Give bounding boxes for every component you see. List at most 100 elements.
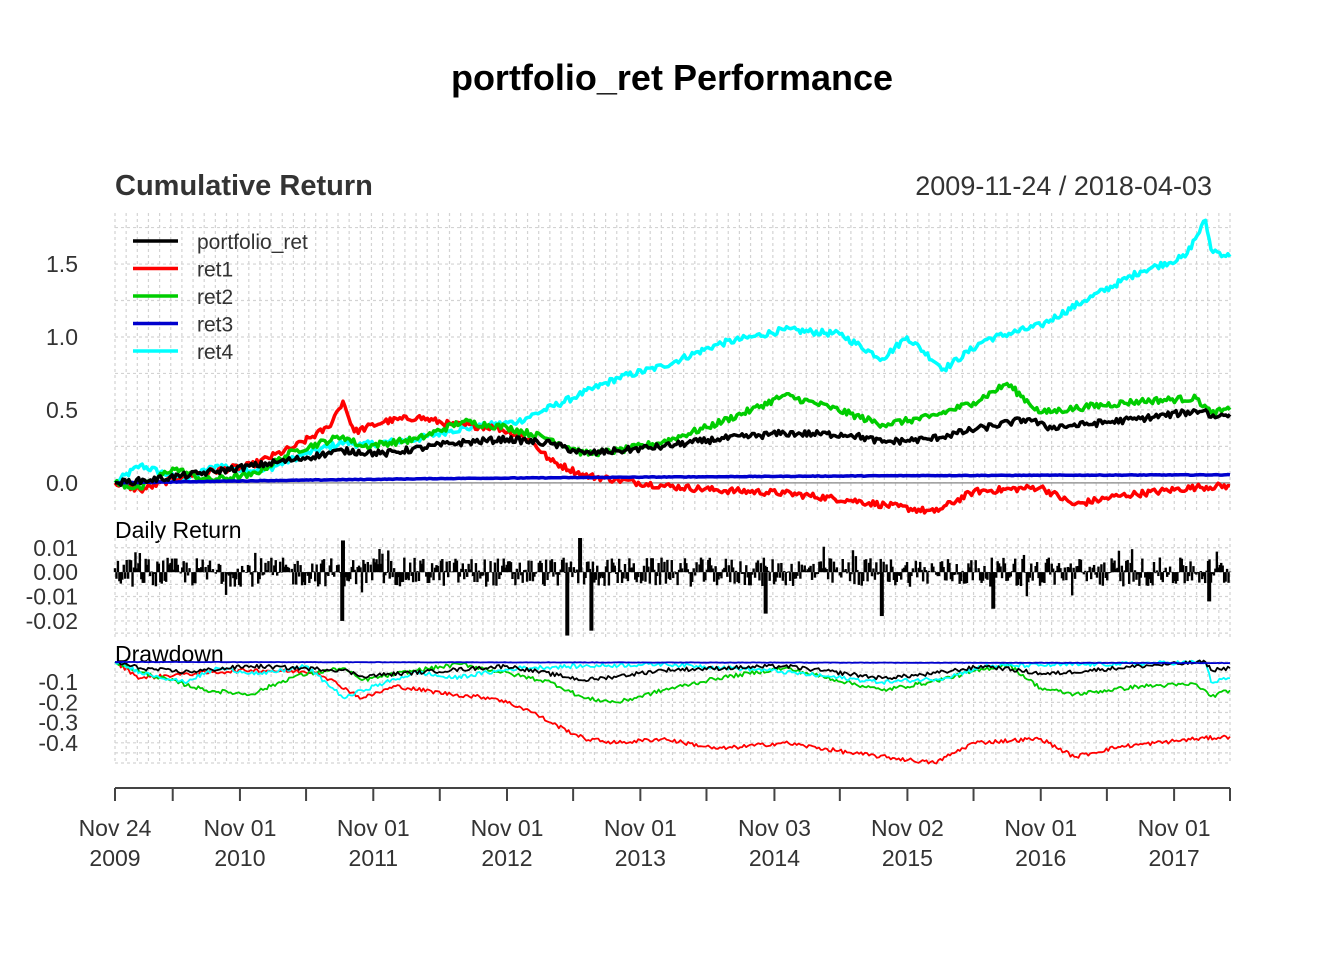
- daily-return-bar: [1146, 572, 1150, 586]
- daily-return-bar: [897, 572, 900, 576]
- daily-return-bar: [984, 572, 988, 579]
- daily-return-bar: [544, 559, 548, 573]
- daily-return-bar: [525, 572, 529, 582]
- daily-return-bar: [407, 572, 410, 581]
- daily-return-bar: [264, 562, 267, 573]
- daily-return-bar: [771, 559, 774, 573]
- daily-return-bar: [845, 572, 849, 574]
- daily-return-bar: [373, 562, 377, 573]
- daily-return-bar: [952, 572, 956, 576]
- panel-daily: 0.010.00-0.01-0.02: [26, 535, 1231, 638]
- daily-return-bar: [730, 559, 733, 573]
- daily-return-bar: [278, 561, 282, 573]
- daily-return-bar: [866, 572, 869, 582]
- daily-return-bar: [118, 572, 121, 582]
- daily-return-bar: [832, 561, 836, 573]
- daily-return-bar: [426, 572, 429, 584]
- daily-return-bar: [359, 567, 362, 573]
- daily-return-bar: [945, 572, 948, 581]
- daily-return-bar: [986, 572, 989, 580]
- daily-return-bar: [902, 567, 906, 573]
- daily-return-bar: [742, 572, 745, 574]
- y-tick-label: 1.0: [46, 324, 78, 350]
- daily-return-bar: [936, 572, 939, 577]
- daily-return-bar: [604, 566, 608, 573]
- daily-return-bar: [838, 572, 842, 576]
- x-tick-year-label: 2011: [349, 845, 398, 871]
- daily-return-bar: [1155, 570, 1159, 573]
- daily-return-bar: [1168, 566, 1172, 573]
- daily-return-bar: [391, 572, 394, 578]
- daily-return-bar: [1088, 566, 1091, 573]
- daily-return-bar: [131, 572, 134, 587]
- daily-return-bar: [720, 572, 723, 579]
- daily-return-bar: [711, 568, 714, 573]
- legend: portfolio_ret ret1 ret2 ret3 ret4: [133, 231, 308, 364]
- daily-return-bar: [356, 567, 359, 573]
- daily-return-bar: [1179, 557, 1182, 573]
- daily-return-bar: [185, 562, 188, 573]
- daily-return-bar: [1037, 572, 1040, 579]
- daily-return-bar: [737, 572, 741, 584]
- daily-return-bar: [764, 565, 767, 573]
- daily-return-bar: [293, 563, 296, 573]
- daily-return-bar: [1059, 568, 1062, 573]
- daily-return-bar: [273, 565, 276, 573]
- daily-return-bar: [879, 558, 882, 573]
- x-tick-label: Nov 02: [871, 815, 944, 841]
- daily-return-bar: [406, 572, 409, 579]
- daily-return-bar: [1224, 572, 1227, 582]
- daily-return-bar: [385, 572, 389, 573]
- daily-return-bar: [882, 561, 885, 573]
- daily-return-bar: [147, 559, 150, 573]
- daily-return-bar: [395, 572, 399, 586]
- daily-return-bar: [942, 567, 945, 573]
- daily-return-bar: [1041, 572, 1045, 583]
- daily-return-bar: [749, 572, 752, 586]
- daily-return-bar: [1203, 572, 1207, 584]
- legend-label-ret1: ret1: [197, 259, 233, 282]
- daily-return-bar: [259, 558, 263, 573]
- daily-return-bar: [505, 564, 508, 573]
- daily-return-bar: [1225, 568, 1229, 573]
- panel-title-drawdown: Drawdown: [115, 641, 224, 667]
- daily-return-bar: [806, 569, 809, 573]
- daily-return-bar: [1182, 565, 1185, 573]
- daily-return-bar: [596, 565, 599, 573]
- daily-return-bar: [1167, 572, 1170, 575]
- daily-return-bar: [555, 572, 558, 575]
- daily-return-bar: [236, 568, 239, 573]
- daily-return-bar: [625, 572, 628, 579]
- daily-return-bar: [940, 561, 944, 573]
- daily-return-bar: [717, 572, 720, 580]
- daily-return-bar: [783, 570, 786, 573]
- daily-return-bar: [311, 563, 314, 573]
- daily-return-bar: [755, 562, 758, 573]
- daily-return-bar: [748, 572, 751, 586]
- daily-return-bar: [508, 561, 511, 573]
- daily-return-bar: [1027, 572, 1030, 583]
- daily-return-bar: [787, 571, 790, 573]
- daily-return-bar: [967, 563, 970, 573]
- daily-return-bar: [756, 560, 760, 573]
- daily-return-bar: [790, 563, 793, 573]
- daily-return-bar: [210, 571, 213, 573]
- daily-return-bar: [148, 572, 152, 577]
- daily-return-bar: [1227, 572, 1230, 583]
- daily-return-bar: [150, 571, 153, 573]
- daily-return-bar: [410, 572, 413, 576]
- daily-return-bar: [419, 560, 422, 573]
- daily-return-bar: [192, 572, 196, 583]
- daily-return-bar: [1013, 558, 1017, 573]
- daily-return-bar: [859, 572, 862, 574]
- legend-label-ret4: ret4: [197, 341, 234, 364]
- daily-return-bar: [670, 560, 673, 573]
- daily-return-bar: [867, 562, 871, 573]
- daily-return-bar: [1136, 572, 1140, 575]
- daily-return-bar: [195, 558, 199, 573]
- daily-return-bar: [1107, 572, 1110, 574]
- daily-return-bar: [829, 558, 833, 573]
- daily-return-bar: [324, 572, 327, 587]
- daily-return-bar: [1054, 570, 1058, 573]
- daily-return-bar: [1220, 562, 1223, 573]
